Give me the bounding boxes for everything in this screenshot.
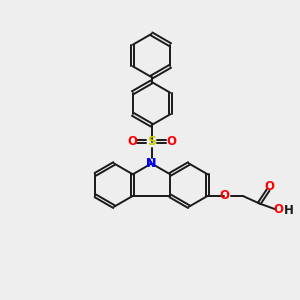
Text: O: O	[166, 135, 176, 148]
Text: O: O	[273, 203, 283, 216]
Text: H: H	[284, 203, 293, 217]
Text: N: N	[146, 157, 157, 170]
Text: O: O	[265, 180, 275, 193]
Text: O: O	[127, 135, 137, 148]
Text: N: N	[146, 157, 157, 170]
Text: S: S	[147, 135, 156, 148]
Text: O: O	[220, 189, 230, 203]
